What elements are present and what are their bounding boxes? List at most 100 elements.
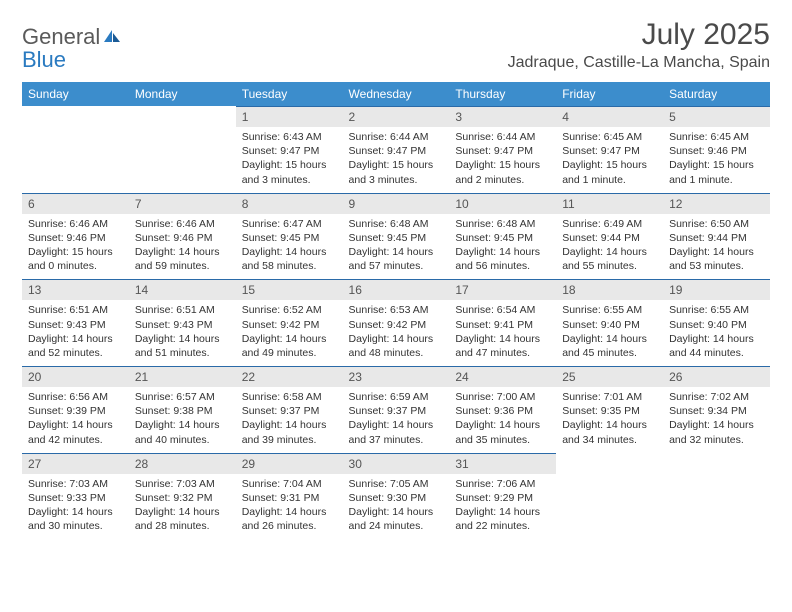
day-detail-line: and 28 minutes.: [135, 519, 230, 533]
day-detail-line: Sunset: 9:45 PM: [349, 231, 444, 245]
day-detail-line: Sunset: 9:43 PM: [135, 318, 230, 332]
day-details: Sunrise: 6:54 AMSunset: 9:41 PMDaylight:…: [449, 300, 556, 366]
day-detail-line: Sunset: 9:44 PM: [562, 231, 657, 245]
calendar-cell: 28Sunrise: 7:03 AMSunset: 9:32 PMDayligh…: [129, 453, 236, 540]
day-detail-line: Sunset: 9:47 PM: [562, 144, 657, 158]
day-detail-line: Sunrise: 6:50 AM: [669, 217, 764, 231]
day-detail-line: Sunset: 9:43 PM: [28, 318, 123, 332]
day-number: 20: [22, 366, 129, 387]
calendar-cell: 29Sunrise: 7:04 AMSunset: 9:31 PMDayligh…: [236, 453, 343, 540]
day-detail-line: and 37 minutes.: [349, 433, 444, 447]
day-detail-line: Sunrise: 7:04 AM: [242, 477, 337, 491]
calendar-cell: 25Sunrise: 7:01 AMSunset: 9:35 PMDayligh…: [556, 366, 663, 453]
day-detail-line: and 35 minutes.: [455, 433, 550, 447]
weekday-header: Wednesday: [343, 82, 450, 106]
day-details: Sunrise: 6:44 AMSunset: 9:47 PMDaylight:…: [343, 127, 450, 193]
day-detail-line: and 3 minutes.: [242, 173, 337, 187]
calendar-cell: 1Sunrise: 6:43 AMSunset: 9:47 PMDaylight…: [236, 106, 343, 193]
day-detail-line: Daylight: 15 hours: [455, 158, 550, 172]
weekday-header: Thursday: [449, 82, 556, 106]
day-number: 14: [129, 279, 236, 300]
day-number: 29: [236, 453, 343, 474]
calendar-cell: 6Sunrise: 6:46 AMSunset: 9:46 PMDaylight…: [22, 193, 129, 280]
day-number: 4: [556, 106, 663, 127]
day-number: 18: [556, 279, 663, 300]
day-detail-line: Sunrise: 6:45 AM: [562, 130, 657, 144]
location-subtitle: Jadraque, Castille-La Mancha, Spain: [508, 54, 770, 72]
day-detail-line: Sunrise: 6:46 AM: [28, 217, 123, 231]
day-detail-line: Sunrise: 7:00 AM: [455, 390, 550, 404]
day-details: Sunrise: 6:51 AMSunset: 9:43 PMDaylight:…: [22, 300, 129, 366]
day-detail-line: Sunrise: 6:55 AM: [669, 303, 764, 317]
day-details: Sunrise: 6:48 AMSunset: 9:45 PMDaylight:…: [343, 214, 450, 280]
calendar-cell: 8Sunrise: 6:47 AMSunset: 9:45 PMDaylight…: [236, 193, 343, 280]
day-number: 13: [22, 279, 129, 300]
calendar-cell: 9Sunrise: 6:48 AMSunset: 9:45 PMDaylight…: [343, 193, 450, 280]
sail-icon: [102, 28, 122, 49]
day-detail-line: Sunrise: 6:57 AM: [135, 390, 230, 404]
day-number: 5: [663, 106, 770, 127]
day-detail-line: Sunset: 9:31 PM: [242, 491, 337, 505]
day-detail-line: Sunset: 9:36 PM: [455, 404, 550, 418]
day-detail-line: Sunset: 9:37 PM: [242, 404, 337, 418]
day-detail-line: and 58 minutes.: [242, 259, 337, 273]
day-detail-line: and 55 minutes.: [562, 259, 657, 273]
day-number: 21: [129, 366, 236, 387]
day-detail-line: Sunset: 9:29 PM: [455, 491, 550, 505]
day-details: Sunrise: 6:51 AMSunset: 9:43 PMDaylight:…: [129, 300, 236, 366]
day-detail-line: and 2 minutes.: [455, 173, 550, 187]
day-detail-line: Sunrise: 7:03 AM: [28, 477, 123, 491]
day-detail-line: and 49 minutes.: [242, 346, 337, 360]
day-detail-line: Sunrise: 6:56 AM: [28, 390, 123, 404]
day-details: Sunrise: 6:45 AMSunset: 9:47 PMDaylight:…: [556, 127, 663, 193]
day-detail-line: Daylight: 14 hours: [28, 418, 123, 432]
calendar-cell: 12Sunrise: 6:50 AMSunset: 9:44 PMDayligh…: [663, 193, 770, 280]
day-detail-line: Daylight: 14 hours: [349, 418, 444, 432]
day-number: 22: [236, 366, 343, 387]
calendar-cell: 4Sunrise: 6:45 AMSunset: 9:47 PMDaylight…: [556, 106, 663, 193]
day-detail-line: and 57 minutes.: [349, 259, 444, 273]
day-number: 11: [556, 193, 663, 214]
day-detail-line: Sunrise: 6:43 AM: [242, 130, 337, 144]
day-detail-line: Daylight: 15 hours: [349, 158, 444, 172]
day-details: Sunrise: 7:02 AMSunset: 9:34 PMDaylight:…: [663, 387, 770, 453]
day-detail-line: Sunrise: 6:53 AM: [349, 303, 444, 317]
day-detail-line: and 34 minutes.: [562, 433, 657, 447]
calendar-cell: 30Sunrise: 7:05 AMSunset: 9:30 PMDayligh…: [343, 453, 450, 540]
day-detail-line: Sunset: 9:46 PM: [135, 231, 230, 245]
day-number: 28: [129, 453, 236, 474]
calendar-cell: 23Sunrise: 6:59 AMSunset: 9:37 PMDayligh…: [343, 366, 450, 453]
day-details: Sunrise: 6:52 AMSunset: 9:42 PMDaylight:…: [236, 300, 343, 366]
calendar-cell: 5Sunrise: 6:45 AMSunset: 9:46 PMDaylight…: [663, 106, 770, 193]
day-details: Sunrise: 6:48 AMSunset: 9:45 PMDaylight:…: [449, 214, 556, 280]
weekday-header: Friday: [556, 82, 663, 106]
day-detail-line: Daylight: 14 hours: [455, 332, 550, 346]
calendar-cell: [129, 106, 236, 193]
calendar-cell: 27Sunrise: 7:03 AMSunset: 9:33 PMDayligh…: [22, 453, 129, 540]
day-detail-line: Daylight: 14 hours: [349, 332, 444, 346]
day-detail-line: Sunrise: 6:46 AM: [135, 217, 230, 231]
header: General Blue July 2025 Jadraque, Castill…: [22, 18, 770, 72]
day-details: Sunrise: 7:01 AMSunset: 9:35 PMDaylight:…: [556, 387, 663, 453]
day-detail-line: Sunrise: 6:44 AM: [349, 130, 444, 144]
day-detail-line: Daylight: 15 hours: [242, 158, 337, 172]
day-number: 16: [343, 279, 450, 300]
day-number: 10: [449, 193, 556, 214]
day-details: Sunrise: 6:55 AMSunset: 9:40 PMDaylight:…: [663, 300, 770, 366]
day-detail-line: Daylight: 14 hours: [455, 418, 550, 432]
day-detail-line: and 40 minutes.: [135, 433, 230, 447]
day-detail-line: Daylight: 14 hours: [455, 505, 550, 519]
calendar-week-row: 6Sunrise: 6:46 AMSunset: 9:46 PMDaylight…: [22, 193, 770, 280]
brand-part1: General: [22, 24, 100, 49]
day-detail-line: Sunset: 9:39 PM: [28, 404, 123, 418]
calendar-cell: 21Sunrise: 6:57 AMSunset: 9:38 PMDayligh…: [129, 366, 236, 453]
day-detail-line: Sunset: 9:47 PM: [455, 144, 550, 158]
calendar-cell: 13Sunrise: 6:51 AMSunset: 9:43 PMDayligh…: [22, 279, 129, 366]
day-detail-line: Sunrise: 6:51 AM: [135, 303, 230, 317]
day-detail-line: and 44 minutes.: [669, 346, 764, 360]
day-details: Sunrise: 6:57 AMSunset: 9:38 PMDaylight:…: [129, 387, 236, 453]
day-number: 12: [663, 193, 770, 214]
calendar-cell: 24Sunrise: 7:00 AMSunset: 9:36 PMDayligh…: [449, 366, 556, 453]
day-detail-line: and 1 minute.: [669, 173, 764, 187]
day-number: 9: [343, 193, 450, 214]
